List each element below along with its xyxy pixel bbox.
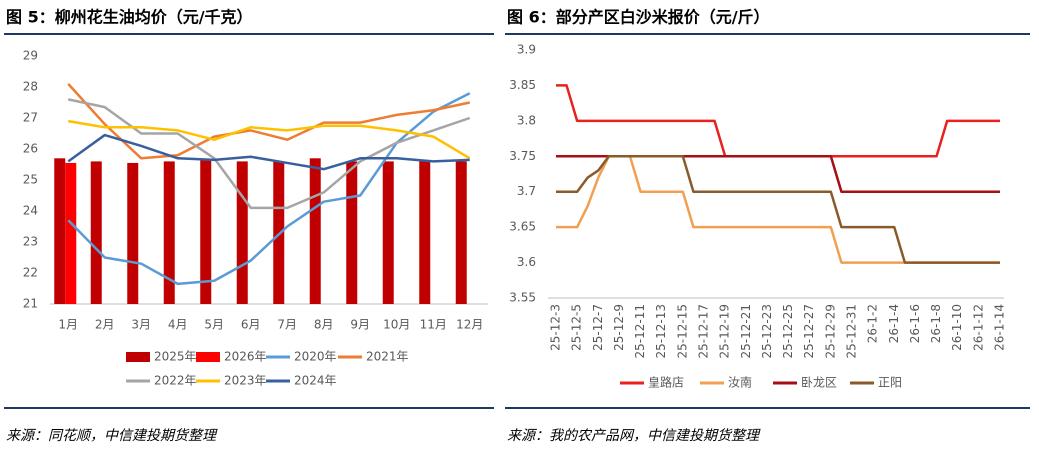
chart-title: 图 5：柳州花生油均价（元/千克） xyxy=(6,8,253,27)
bar xyxy=(127,162,139,304)
bar xyxy=(236,161,248,304)
x-tick-label: 12月 xyxy=(456,318,483,332)
y-tick-label: 24 xyxy=(23,204,38,218)
legend-label: 卧龙区 xyxy=(801,376,837,390)
y-tick-label: 3.85 xyxy=(509,78,536,92)
x-tick-label: 25-12-23 xyxy=(760,304,774,358)
x-tick-label: 26-1-4 xyxy=(887,304,901,343)
legend-swatch xyxy=(126,352,150,362)
bar xyxy=(309,158,321,304)
x-tick-label: 26-1-14 xyxy=(993,304,1007,351)
x-tick-label: 26-1-6 xyxy=(908,304,922,343)
source: 来源：我的农产品网，中信建投期货整理 xyxy=(507,428,761,444)
line xyxy=(68,119,471,160)
x-tick-label: 10月 xyxy=(383,318,410,332)
line xyxy=(556,155,1000,264)
source: 来源：同花顺，中信建投期货整理 xyxy=(6,428,218,444)
line xyxy=(556,155,1000,193)
line xyxy=(67,98,471,210)
legend-label: 2024年 xyxy=(294,374,337,388)
y-tick-label: 3.6 xyxy=(517,255,536,269)
bar xyxy=(273,161,285,304)
y-tick-label: 28 xyxy=(23,80,38,94)
x-tick-label: 25-12-5 xyxy=(570,304,584,351)
legend-label: 2021年 xyxy=(366,350,409,364)
bar xyxy=(382,161,394,304)
x-tick-label: 25-12-7 xyxy=(591,304,605,351)
bar xyxy=(163,161,175,304)
x-tick-label: 26-1-10 xyxy=(950,304,964,351)
x-tick-label: 4月 xyxy=(168,318,188,332)
legend-label: 皇路店 xyxy=(648,375,684,390)
line xyxy=(67,92,471,286)
y-tick-label: 23 xyxy=(23,235,38,249)
x-tick-label: 25-12-3 xyxy=(549,304,563,351)
legend-label: 汝南 xyxy=(728,375,752,390)
legend-label: 2026年 xyxy=(224,350,267,364)
line xyxy=(556,155,1000,264)
x-tick-label: 25-12-25 xyxy=(781,304,795,358)
x-tick-label: 3月 xyxy=(131,318,151,332)
bar xyxy=(90,161,102,304)
y-tick-label: 27 xyxy=(23,111,38,125)
x-tick-label: 8月 xyxy=(314,318,334,332)
x-tick-label: 1月 xyxy=(58,318,78,332)
x-tick-label: 9月 xyxy=(350,318,370,332)
y-tick-label: 3.65 xyxy=(509,220,536,234)
x-tick-label: 25-12-13 xyxy=(654,304,668,358)
x-tick-label: 26-1-8 xyxy=(929,304,943,343)
x-tick-label: 6月 xyxy=(241,318,261,332)
bar xyxy=(200,159,212,304)
x-tick-label: 26-1-12 xyxy=(971,304,985,351)
legend-label: 2023年 xyxy=(224,374,267,388)
y-tick-label: 3.8 xyxy=(517,113,536,127)
x-tick-label: 25-12-11 xyxy=(633,304,647,358)
x-tick-label: 25-12-19 xyxy=(718,304,732,358)
chart-title: 图 6：部分产区白沙米报价（元/斤） xyxy=(507,8,770,27)
x-tick-label: 25-12-9 xyxy=(612,304,626,351)
line xyxy=(556,84,1000,158)
x-tick-label: 7月 xyxy=(277,318,297,332)
y-tick-label: 21 xyxy=(23,297,38,311)
line xyxy=(67,133,470,171)
y-tick-label: 3.7 xyxy=(517,184,536,198)
y-tick-label: 3.9 xyxy=(517,43,536,57)
x-tick-label: 25-12-17 xyxy=(697,304,711,358)
x-tick-label: 2月 xyxy=(95,318,115,332)
x-tick-label: 25-12-15 xyxy=(675,304,689,358)
legend-label: 正阳 xyxy=(878,376,902,390)
y-tick-label: 22 xyxy=(23,266,38,280)
x-tick-label: 11月 xyxy=(420,318,447,332)
x-tick-label: 25-12-31 xyxy=(845,304,859,358)
legend-label: 2025年 xyxy=(154,350,197,364)
x-tick-label: 5月 xyxy=(204,318,224,332)
y-tick-label: 29 xyxy=(23,49,38,63)
y-tick-label: 25 xyxy=(23,173,38,187)
legend-label: 2022年 xyxy=(154,374,197,388)
y-tick-label: 3.55 xyxy=(509,291,536,305)
x-tick-label: 25-12-27 xyxy=(802,304,816,358)
line xyxy=(67,83,471,160)
y-tick-label: 3.75 xyxy=(509,149,536,163)
x-tick-label: 25-12-29 xyxy=(823,304,837,358)
legend-label: 2020年 xyxy=(294,350,337,364)
bar xyxy=(419,161,431,304)
bar xyxy=(346,161,358,304)
y-tick-label: 26 xyxy=(23,142,38,156)
bar xyxy=(65,162,77,304)
x-tick-label: 26-1-2 xyxy=(866,304,880,343)
legend-swatch xyxy=(196,352,220,362)
x-tick-label: 25-12-21 xyxy=(739,304,753,358)
bar xyxy=(455,161,467,304)
bar xyxy=(54,158,66,304)
